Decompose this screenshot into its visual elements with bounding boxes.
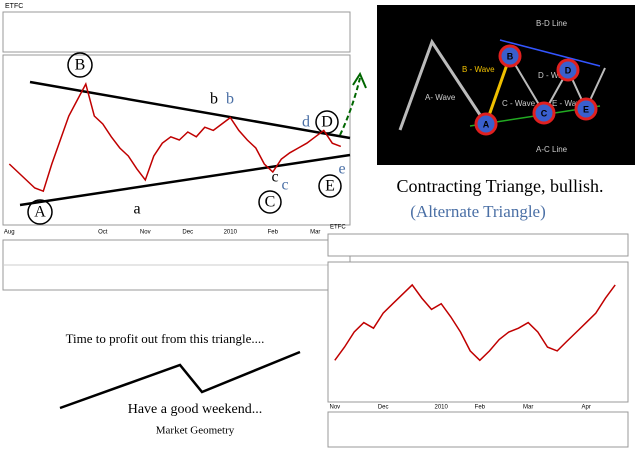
x-tick-label: Nov: [140, 230, 151, 236]
rsi-panel: [327, 233, 629, 257]
bd-line: [499, 39, 601, 67]
x-tick-label: Mar: [310, 230, 320, 236]
x-tick-label: Nov: [329, 405, 340, 411]
wave-label: b: [226, 91, 234, 108]
chart-title: ETFC: [5, 3, 23, 10]
diagram-label: A- Wave: [425, 93, 456, 102]
x-tick-label: Dec: [182, 230, 193, 236]
price-line: [8, 81, 342, 193]
upper-trendline: [29, 80, 351, 140]
x-tick-label: Feb: [268, 230, 279, 236]
diagram-label: A-C Line: [536, 145, 568, 154]
wave-circle: [318, 174, 342, 198]
node-label: E: [583, 104, 589, 114]
rsi-panel: [2, 11, 351, 53]
x-tick-label: Oct: [98, 230, 108, 236]
wave-label: A: [34, 204, 46, 221]
wave-circle: [67, 52, 93, 78]
wave-label: d: [302, 114, 310, 131]
x-tick-label: 2010: [224, 230, 238, 236]
wave-label: b: [210, 91, 218, 108]
note: Time to profit out from this triangle...…: [66, 331, 265, 346]
subhead: (Alternate Triangle): [410, 202, 546, 221]
wave-circle: [27, 199, 53, 225]
headline: Contracting Triange, bullish.: [397, 176, 604, 196]
wave-label: C: [265, 194, 276, 211]
diagram-box: [377, 5, 635, 165]
wave-circle: [315, 110, 339, 134]
wave-circle: [258, 190, 282, 214]
a-wave: [398, 38, 488, 131]
node: [574, 97, 598, 121]
diagram-label: E - Wave: [552, 99, 585, 108]
price-panel: [327, 261, 629, 403]
zigzag: [59, 350, 301, 410]
diagram-label: D - Wave: [538, 71, 572, 80]
wave-label: e: [338, 161, 345, 178]
node-label: D: [565, 65, 572, 75]
x-tick-label: Aug: [4, 230, 15, 236]
lower-trendline: [19, 153, 351, 207]
greeting: Have a good weekend...: [128, 402, 263, 417]
x-tick-label: Dec: [378, 405, 389, 411]
node: [474, 112, 498, 136]
diagram-label: B-D Line: [536, 19, 568, 28]
wave-label: D: [321, 114, 333, 131]
signature: Market Geometry: [156, 425, 235, 437]
wave-label: a: [133, 201, 140, 218]
x-tick-label: Apr: [581, 405, 590, 411]
price-line: [334, 283, 616, 362]
node-label: B: [507, 51, 514, 61]
node: [498, 44, 522, 68]
node-label: C: [541, 108, 548, 118]
node: [532, 101, 556, 125]
wave-label: c: [271, 169, 278, 186]
wave-label: c: [281, 177, 288, 194]
x-tick-label: Mar: [523, 405, 533, 411]
wave-label: E: [325, 178, 335, 195]
diagram-label: B - Wave: [462, 65, 495, 74]
chart-title: ETFC: [330, 225, 346, 231]
breakout-arrow: [339, 77, 361, 136]
x-tick-label: 2010: [434, 405, 448, 411]
arrow-head: [352, 71, 367, 89]
diagram-label: C - Wave: [502, 99, 536, 108]
x-tick-label: Feb: [475, 405, 486, 411]
b-wave: [484, 55, 512, 125]
node-label: A: [483, 119, 490, 129]
node: [556, 58, 580, 82]
macd-panel: [327, 411, 629, 448]
wave-label: B: [75, 57, 86, 74]
